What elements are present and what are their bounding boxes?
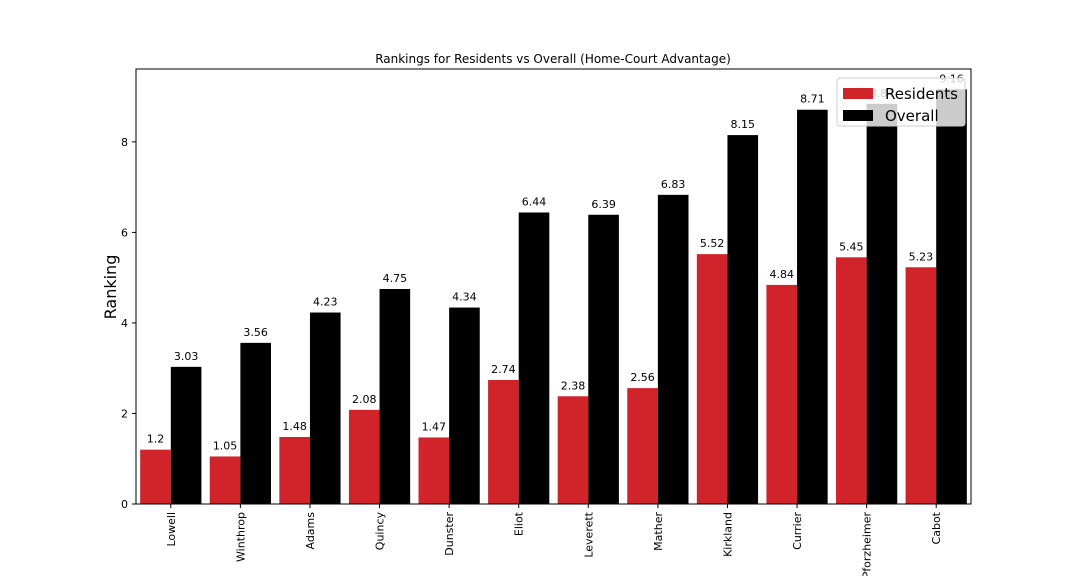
bar [518, 212, 550, 504]
bar [379, 288, 411, 504]
value-label: 4.23 [313, 296, 338, 309]
y-tick-label: 0 [121, 498, 128, 511]
x-tick-label: Eliot [513, 511, 526, 536]
legend-swatch [843, 110, 873, 121]
y-tick-label: 4 [121, 317, 128, 330]
bar [657, 194, 689, 505]
x-tick-label: Quincy [374, 512, 387, 551]
bar [696, 254, 728, 504]
x-tick-label: Adams [304, 512, 317, 550]
bar [866, 103, 898, 505]
x-tick-label: Mather [652, 512, 665, 551]
value-label: 8.71 [800, 93, 825, 106]
bar [557, 396, 589, 504]
x-tick-label: Winthrop [234, 512, 247, 562]
value-label: 6.44 [522, 195, 547, 208]
bar [348, 409, 380, 504]
value-label: 1.2 [147, 433, 165, 446]
bar [418, 437, 450, 504]
bar [627, 388, 658, 504]
x-tick-label: Cabot [930, 511, 943, 544]
bar [905, 267, 937, 504]
value-label: 1.48 [282, 420, 307, 433]
bar [936, 89, 967, 504]
bar [488, 379, 519, 504]
plot-frame [135, 68, 972, 505]
y-tick-label: 8 [121, 136, 128, 149]
x-tick-label: Leverett [582, 511, 595, 557]
value-label: 2.74 [491, 363, 516, 376]
value-label: 6.39 [591, 198, 616, 211]
bar [240, 342, 271, 504]
value-label: 2.38 [561, 379, 586, 392]
x-tick-label: Dunster [443, 512, 456, 556]
y-tick-label: 2 [121, 407, 128, 420]
chart-title: Rankings for Residents vs Overall (Home-… [375, 52, 731, 66]
bar [797, 109, 828, 504]
bar [170, 366, 202, 504]
x-tick-label: Kirkland [721, 512, 734, 557]
value-label: 5.45 [839, 240, 864, 253]
legend-label: Overall [885, 107, 939, 125]
bar [140, 449, 171, 504]
value-label: 3.03 [174, 350, 199, 363]
bar [766, 284, 798, 504]
x-tick-label: Pforzheimer [861, 512, 874, 576]
value-label: 4.75 [383, 272, 408, 285]
value-label: 1.47 [422, 420, 447, 433]
bar [727, 135, 759, 504]
value-label: 2.08 [352, 393, 377, 406]
y-tick-label: 6 [121, 226, 128, 239]
x-tick-label: Lowell [165, 512, 178, 547]
value-label: 5.52 [700, 237, 725, 250]
legend-swatch [843, 88, 873, 99]
y-axis-label: Ranking [101, 255, 120, 320]
value-label: 4.34 [452, 291, 477, 304]
bar [209, 456, 241, 504]
x-tick-label: Currier [791, 512, 804, 550]
bar [309, 312, 341, 504]
bar [588, 214, 619, 504]
value-label: 1.05 [213, 439, 238, 452]
value-label: 2.56 [630, 371, 655, 384]
legend-label: Residents [885, 85, 958, 103]
value-label: 8.15 [731, 118, 756, 131]
value-label: 4.84 [769, 268, 794, 281]
bar [279, 437, 310, 504]
bar [836, 257, 867, 504]
value-label: 5.23 [909, 250, 934, 263]
value-label: 3.56 [243, 326, 268, 339]
bar [449, 307, 480, 504]
value-label: 6.83 [661, 178, 686, 191]
